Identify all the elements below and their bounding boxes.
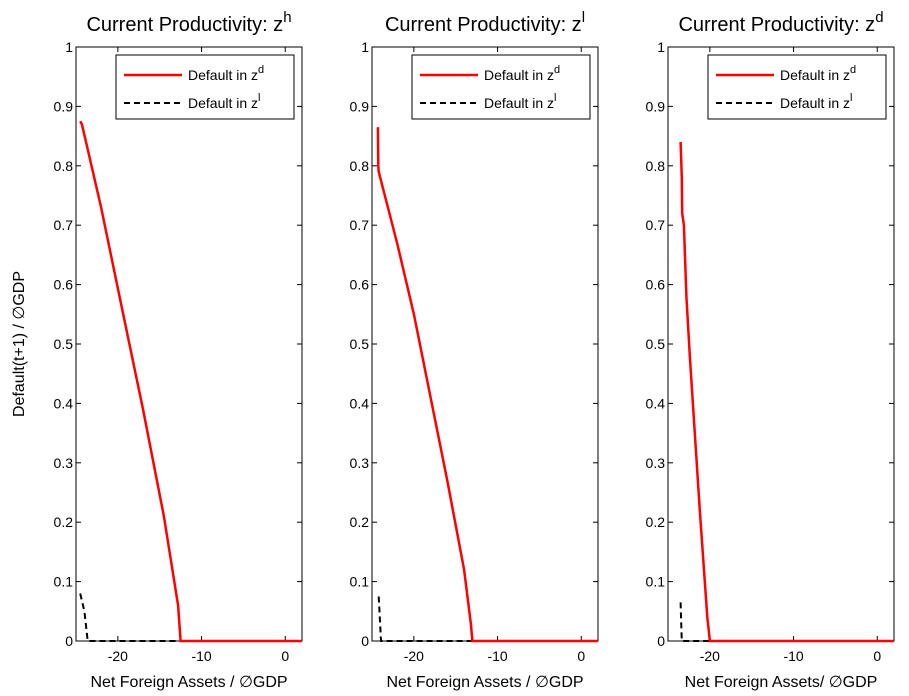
chart-title: Current Productivity: zd	[678, 9, 883, 36]
chart-title: Current Productivity: zh	[86, 9, 291, 36]
y-tick-label: 0.4	[646, 395, 666, 411]
legend-label-default-zl: Default in zl	[780, 92, 853, 111]
legend-label-default-zd: Default in zd	[188, 64, 264, 83]
legend-box	[115, 54, 295, 120]
legend-label-default-zd: Default in zd	[484, 64, 560, 83]
y-tick-label: 0.8	[646, 158, 666, 174]
x-tick-label: -20	[108, 648, 128, 664]
y-tick-label: 0.9	[350, 98, 370, 114]
y-tick-label: 0	[65, 633, 73, 649]
chart-title: Current Productivity: zl	[385, 9, 585, 36]
y-tick-label: 0	[657, 633, 665, 649]
legend-label-default-zl: Default in zl	[484, 92, 557, 111]
y-tick-label: 0.7	[350, 217, 370, 233]
y-tick-label: 0.8	[54, 158, 74, 174]
x-tick-label: 0	[577, 648, 585, 664]
y-tick-label: 1	[361, 39, 369, 55]
y-tick-label: 1	[65, 39, 73, 55]
y-tick-label: 0.1	[646, 574, 666, 590]
y-tick-label: 0.3	[54, 455, 74, 471]
y-tick-label: 1	[657, 39, 665, 55]
chart-panel-2: 0 0.1 0.2 0.3 0.4 0.5 0.6 0.7 0.8 0.9 1 -20 -10 0 Curr…	[350, 9, 599, 691]
series-line-default-zd	[679, 141, 894, 643]
series-line-default-zl	[377, 596, 473, 642]
y-tick-label: 0.1	[54, 574, 74, 590]
chart-panel-3: 0 0.1 0.2 0.3 0.4 0.5 0.6 0.7 0.8 0.9 1 -20 -10 0 Curr…	[646, 9, 895, 691]
y-tick-label: 0.7	[54, 217, 74, 233]
y-tick-label: 0.5	[350, 336, 370, 352]
y-tick-label: 0.5	[54, 336, 74, 352]
legend-label-default-zd: Default in zd	[780, 64, 856, 83]
y-tick-label: 0.5	[646, 336, 666, 352]
y-axis-label: Default(t+1) / ∅GDP	[11, 271, 28, 417]
legend-label-default-zl: Default in zl	[188, 92, 261, 111]
x-axis-label: Net Foreign Assets / ∅GDP	[90, 674, 287, 691]
legend: Default in zd Default in zl	[707, 54, 887, 120]
y-tick-label: 0	[361, 633, 369, 649]
axes-box	[371, 46, 599, 642]
y-tick-label: 0.4	[350, 395, 370, 411]
y-tick-label: 0.4	[54, 395, 74, 411]
x-tick-label: -10	[783, 648, 803, 664]
y-tick-label: 0.2	[54, 514, 74, 530]
legend: Default in zd Default in zl	[115, 54, 295, 120]
x-tick-label: -10	[191, 648, 211, 664]
x-tick-label: -20	[700, 648, 720, 664]
y-tick-label: 0.7	[646, 217, 666, 233]
x-axis-label: Net Foreign Assets / ∅GDP	[386, 674, 583, 691]
x-tick-label: -10	[487, 648, 507, 664]
y-tick-label: 0.1	[350, 574, 370, 590]
x-tick-label: 0	[281, 648, 289, 664]
y-tick-label: 0.9	[54, 98, 74, 114]
legend-box	[707, 54, 887, 120]
y-tick-label: 0.3	[646, 455, 666, 471]
legend-box	[411, 54, 591, 120]
axes-box	[75, 46, 303, 642]
y-tick-label: 0.3	[350, 455, 370, 471]
chart-panel-1: 0 0.1 0.2 0.3 0.4 0.5 0.6 0.7 0.8 0.9 1 -20 -10 0 Curr…	[11, 9, 303, 691]
y-tick-label: 0.6	[646, 277, 666, 293]
series-line-default-zl	[679, 602, 710, 642]
x-axis-label: Net Foreign Assets/ ∅GDP	[685, 674, 878, 691]
y-tick-label: 0.6	[350, 277, 370, 293]
series-line-default-zd	[79, 120, 302, 643]
x-tick-label: 0	[873, 648, 881, 664]
series-line-default-zd	[376, 127, 598, 643]
y-tick-label: 0.9	[646, 98, 666, 114]
y-tick-label: 0.6	[54, 277, 74, 293]
legend: Default in zd Default in zl	[411, 54, 591, 120]
y-tick-label: 0.2	[350, 514, 370, 530]
x-tick-label: -20	[404, 648, 424, 664]
series-line-default-zl	[79, 593, 181, 642]
y-tick-label: 0.8	[350, 158, 370, 174]
y-tick-label: 0.2	[646, 514, 666, 530]
